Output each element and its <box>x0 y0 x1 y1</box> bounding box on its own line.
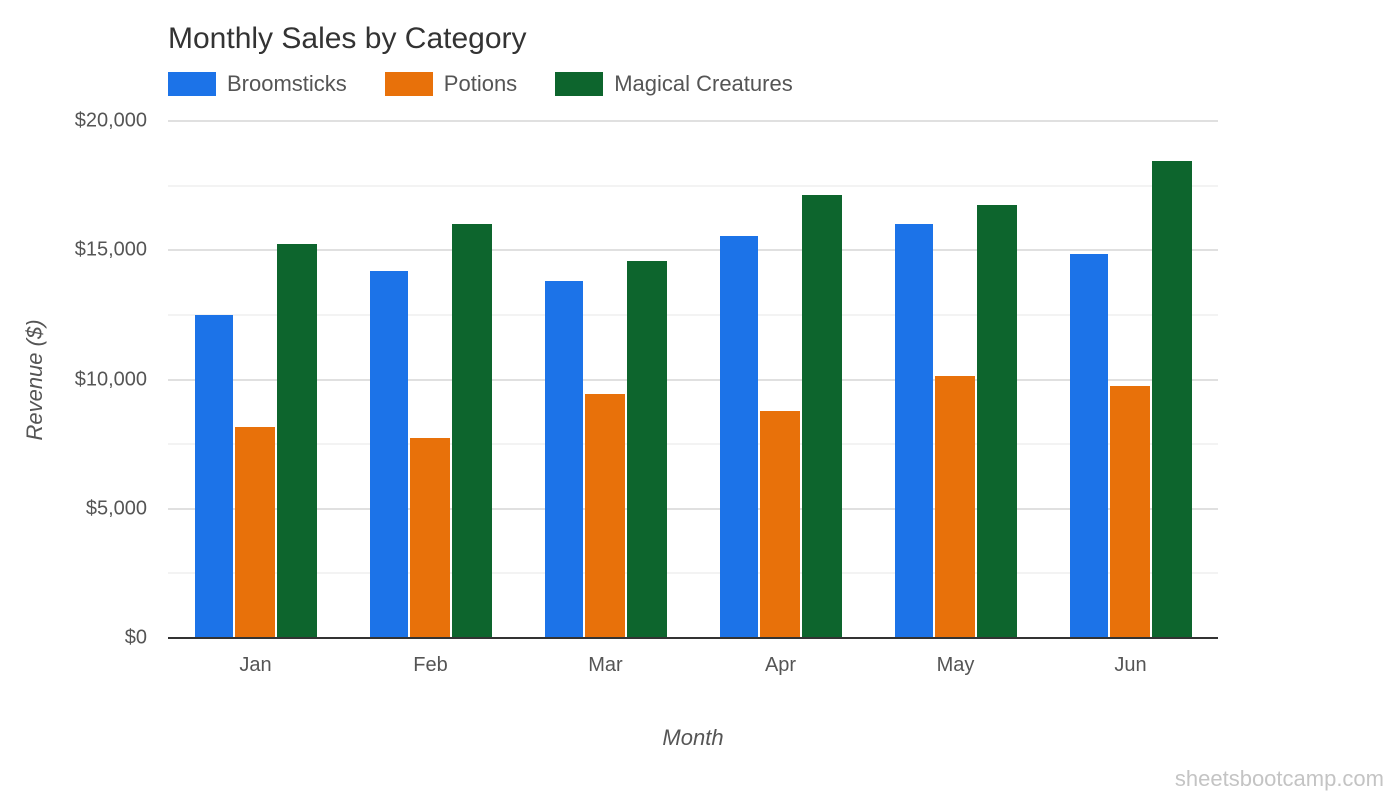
minor-gridline <box>168 443 1218 446</box>
legend-swatch-potions <box>384 72 433 96</box>
bar-broomsticks-mar[interactable] <box>544 281 583 638</box>
bar-magical-creatures-jun[interactable] <box>1151 161 1192 638</box>
bar-potions-mar[interactable] <box>584 393 625 638</box>
bar-magical-creatures-mar[interactable] <box>626 260 667 638</box>
y-tick-label: $0 <box>124 626 147 649</box>
legend-label: Magical Creatures <box>614 71 793 96</box>
y-tick-label: $20,000 <box>74 109 147 132</box>
x-tick-label: Jan <box>239 654 272 676</box>
legend-swatch-magical-creatures <box>555 72 604 96</box>
bar-magical-creatures-jan[interactable] <box>276 243 317 638</box>
bar-potions-jan[interactable] <box>234 427 275 638</box>
x-tick-label: Apr <box>764 654 797 676</box>
major-gridline <box>168 120 1218 122</box>
watermark: sheetsbootcamp.com <box>1174 766 1384 791</box>
bar-potions-jun[interactable] <box>1109 385 1150 638</box>
x-axis-baseline <box>168 637 1218 639</box>
y-tick-label: $15,000 <box>74 238 147 261</box>
bar-broomsticks-jun[interactable] <box>1069 254 1108 638</box>
x-tick-label: Feb <box>413 654 448 676</box>
bar-potions-apr[interactable] <box>759 410 800 638</box>
chart-title: Monthly Sales by Category <box>168 22 527 55</box>
x-axis-title: Month <box>662 725 724 750</box>
legend-swatch-broomsticks <box>168 72 216 96</box>
minor-gridline <box>168 313 1218 316</box>
bar-broomsticks-apr[interactable] <box>719 236 758 638</box>
bar-broomsticks-jan[interactable] <box>194 314 233 638</box>
bar-potions-feb[interactable] <box>409 437 450 638</box>
legend-item-magical-creatures[interactable]: Magical Creatures <box>555 71 793 97</box>
bar-magical-creatures-may[interactable] <box>976 205 1017 638</box>
legend-label: Broomsticks <box>227 71 347 96</box>
legend-label: Potions <box>443 71 518 96</box>
x-tick-label: May <box>936 654 975 676</box>
bar-broomsticks-may[interactable] <box>894 224 933 638</box>
bar-magical-creatures-apr[interactable] <box>801 194 842 638</box>
minor-gridline <box>168 572 1218 575</box>
bar-magical-creatures-feb[interactable] <box>451 224 492 638</box>
chart-legend: Broomsticks Potions Magical Creatures <box>168 70 793 98</box>
x-tick-label: Jun <box>1114 654 1147 676</box>
major-gridline <box>168 378 1218 381</box>
y-axis-title: Revenue ($) <box>22 319 47 441</box>
major-gridline <box>168 249 1218 252</box>
bar-broomsticks-feb[interactable] <box>369 270 408 638</box>
bar-potions-may[interactable] <box>934 375 975 638</box>
legend-item-potions[interactable]: Potions <box>384 71 518 97</box>
x-tick-label: Mar <box>588 654 623 676</box>
minor-gridline <box>168 184 1218 187</box>
y-tick-label: $5,000 <box>85 497 147 520</box>
major-gridline <box>168 507 1218 510</box>
y-tick-label: $10,000 <box>74 368 147 390</box>
legend-item-broomsticks[interactable]: Broomsticks <box>168 71 347 97</box>
